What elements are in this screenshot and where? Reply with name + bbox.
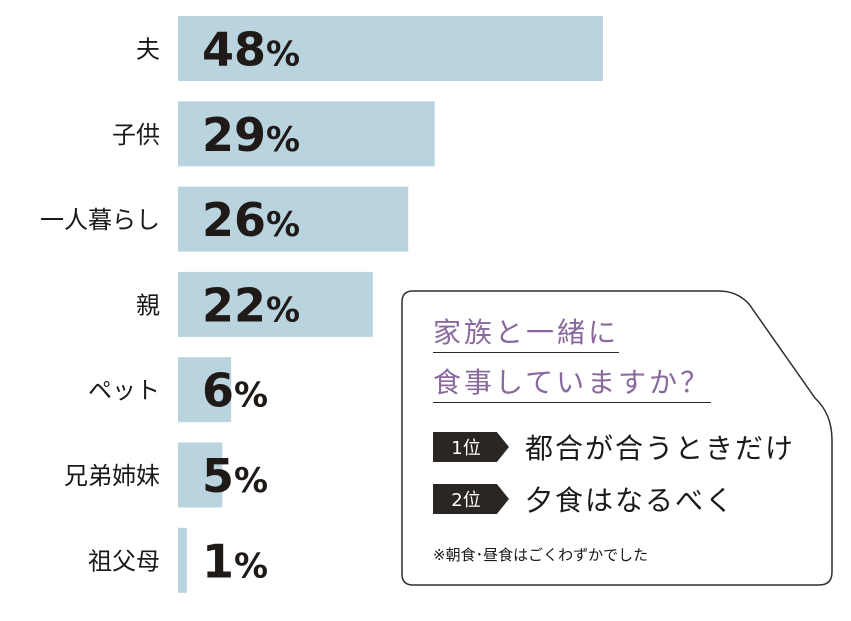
- question-line-1: 家族と一緒に: [433, 316, 620, 353]
- category-label-2: 一人暮らし: [40, 206, 160, 234]
- bar-4: [178, 357, 232, 423]
- category-label-4: ペット: [88, 377, 160, 405]
- bar-1: [178, 101, 435, 167]
- value-label-1: 29%: [202, 108, 300, 162]
- rank-1-answer: 都合が合うときだけ: [525, 432, 796, 465]
- value-label-3: 22%: [202, 278, 300, 332]
- category-label-6: 祖父母: [88, 547, 160, 575]
- rank-2-answer: 夕食はなるべく: [525, 484, 736, 517]
- question-line-2: 食事していますか？: [433, 366, 712, 403]
- category-label-0: 夫: [136, 36, 160, 64]
- category-label-5: 兄弟姉妹: [64, 462, 160, 490]
- bar-0: [178, 16, 603, 81]
- survey-answer-card: 家族と一緒に 食事していますか？ 1位 都合が合うときだけ 2位 夕食はなるべく…: [401, 290, 833, 586]
- value-label-2: 26%: [202, 193, 300, 247]
- bar-5: [178, 442, 223, 508]
- rank-1-badge: 1位: [433, 432, 509, 462]
- bar-3: [178, 271, 373, 337]
- bar-6: [178, 527, 187, 593]
- value-label-0: 48%: [202, 23, 300, 77]
- category-label-3: 親: [136, 291, 160, 319]
- category-label-1: 子供: [112, 121, 160, 149]
- card-outline: [401, 290, 833, 586]
- rank-2-badge: 2位: [433, 484, 509, 514]
- value-label-4: 6%: [202, 364, 268, 418]
- card-footnote: ※朝食･昼食はごくわずかでした: [433, 546, 649, 564]
- value-label-6: 1%: [202, 534, 268, 588]
- bar-2: [178, 186, 409, 252]
- value-label-5: 5%: [202, 449, 268, 503]
- rank-2-row: 2位 夕食はなるべく: [433, 482, 736, 517]
- rank-1-row: 1位 都合が合うときだけ: [433, 430, 796, 465]
